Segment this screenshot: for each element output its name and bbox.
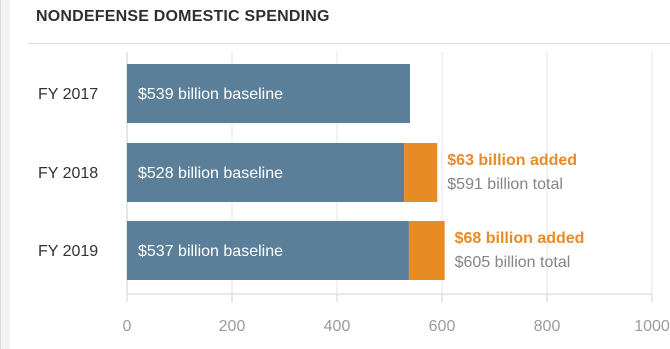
baseline-bar-fy-2018: [127, 143, 405, 202]
total-label-fy-2019: $605 billion total: [455, 254, 571, 271]
added-label-fy-2019: $68 billion added: [455, 230, 585, 247]
baseline-bar-fy-2017: [127, 64, 410, 123]
baseline-label-fy-2018: $528 billion baseline: [138, 165, 283, 182]
x-tick-label-1000: 1000: [634, 318, 670, 335]
category-label-fy-2019: FY 2019: [38, 243, 98, 260]
baseline-bar-fy-2019: [127, 221, 409, 280]
added-bar-fy-2018: [404, 143, 438, 202]
category-label-fy-2017: FY 2017: [38, 86, 98, 103]
x-tick-label-200: 200: [219, 318, 246, 335]
title-divider: [28, 43, 670, 44]
axis-layer: 0 200 400 600 800 1000: [123, 293, 670, 335]
category-label-fy-2018: FY 2018: [38, 165, 98, 182]
added-label-fy-2018: $63 billion added: [447, 152, 577, 169]
baseline-label-fy-2017: $539 billion baseline: [138, 86, 283, 103]
baseline-label-fy-2019: $537 billion baseline: [138, 243, 283, 260]
labels-layer: FY 2017 $539 billion baseline FY 2018 $528 …: [38, 86, 584, 271]
bars-layer: [127, 64, 445, 280]
x-tick-label-800: 800: [534, 318, 561, 335]
total-label-fy-2018: $591 billion total: [447, 176, 563, 193]
x-tick-label-400: 400: [324, 318, 351, 335]
x-tick-label-600: 600: [429, 318, 456, 335]
x-tick-label-0: 0: [123, 318, 132, 335]
added-bar-fy-2019: [408, 221, 445, 280]
chart-title: NONDEFENSE DOMESTIC SPENDING: [36, 8, 330, 25]
